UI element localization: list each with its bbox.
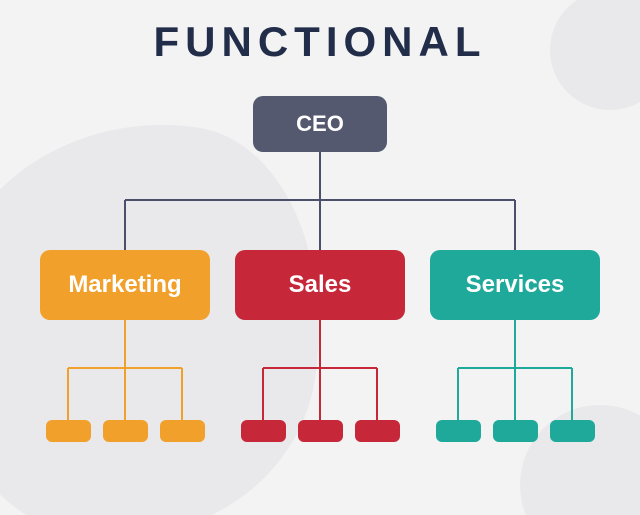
connector-leaf-drop-1-1 (319, 368, 321, 420)
leaf-1-0 (241, 420, 286, 442)
leaf-2-1 (493, 420, 538, 442)
node-sales: Sales (235, 250, 405, 320)
connector-dept-drop-0 (124, 320, 126, 368)
connector-leaf-drop-0-2 (181, 368, 183, 420)
connector-leaf-drop-1-2 (376, 368, 378, 420)
leaf-0-2 (160, 420, 205, 442)
node-marketing: Marketing (40, 250, 210, 320)
leaf-2-0 (436, 420, 481, 442)
leaf-0-1 (103, 420, 148, 442)
leaf-2-2 (550, 420, 595, 442)
leaf-1-1 (298, 420, 343, 442)
connector-dept-drop-1 (319, 320, 321, 368)
org-chart: FUNCTIONAL CEO Marketing Sales Services (0, 0, 640, 515)
connector-dept-drop-2 (514, 320, 516, 368)
connector-leaf-drop-2-0 (457, 368, 459, 420)
leaf-1-2 (355, 420, 400, 442)
node-ceo: CEO (253, 96, 387, 152)
connector-leaf-drop-0-0 (67, 368, 69, 420)
connector-leaf-drop-1-0 (262, 368, 264, 420)
connector-drop-1 (319, 200, 321, 250)
connector-drop-0 (124, 200, 126, 250)
connector-leaf-drop-0-1 (124, 368, 126, 420)
chart-title: FUNCTIONAL (0, 18, 640, 66)
node-services-label: Services (466, 271, 565, 299)
connector-leaf-drop-2-1 (514, 368, 516, 420)
node-marketing-label: Marketing (68, 271, 181, 299)
node-sales-label: Sales (289, 271, 352, 299)
connector-drop-2 (514, 200, 516, 250)
leaf-0-0 (46, 420, 91, 442)
node-services: Services (430, 250, 600, 320)
node-ceo-label: CEO (296, 111, 344, 137)
connector-root-drop (319, 152, 321, 200)
connector-leaf-drop-2-2 (571, 368, 573, 420)
